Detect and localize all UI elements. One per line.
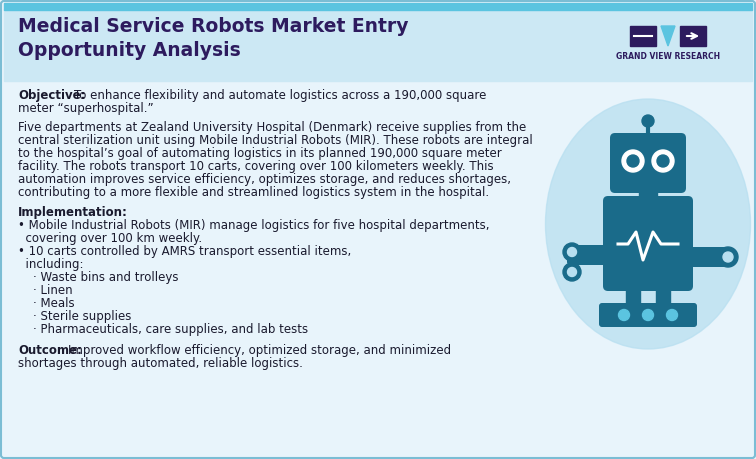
Text: including:: including: — [18, 258, 83, 271]
Text: Outcome:: Outcome: — [18, 344, 82, 357]
Text: contributing to a more flexible and streamlined logistics system in the hospital: contributing to a more flexible and stre… — [18, 186, 489, 199]
Text: · Sterile supplies: · Sterile supplies — [18, 310, 132, 323]
Text: Medical Service Robots Market Entry: Medical Service Robots Market Entry — [18, 17, 408, 35]
Bar — [680, 26, 706, 46]
Circle shape — [622, 150, 644, 172]
Circle shape — [667, 309, 677, 320]
Text: Opportunity Analysis: Opportunity Analysis — [18, 41, 240, 61]
FancyBboxPatch shape — [603, 196, 693, 291]
FancyBboxPatch shape — [567, 245, 607, 265]
Text: Improved workflow efficiency, optimized storage, and minimized: Improved workflow efficiency, optimized … — [68, 344, 451, 357]
Circle shape — [618, 309, 630, 320]
Text: · Waste bins and trolleys: · Waste bins and trolleys — [18, 271, 178, 284]
Text: meter “superhospital.”: meter “superhospital.” — [18, 102, 153, 115]
Circle shape — [652, 150, 674, 172]
Circle shape — [627, 155, 639, 167]
Text: GRAND VIEW RESEARCH: GRAND VIEW RESEARCH — [616, 52, 720, 61]
Bar — [630, 26, 656, 46]
Text: shortages through automated, reliable logistics.: shortages through automated, reliable lo… — [18, 357, 303, 370]
FancyBboxPatch shape — [599, 303, 697, 327]
Circle shape — [563, 263, 581, 281]
Text: Five departments at Zealand University Hospital (Denmark) receive supplies from : Five departments at Zealand University H… — [18, 121, 526, 134]
Text: central sterilization unit using Mobile Industrial Robots (MIR). These robots ar: central sterilization unit using Mobile … — [18, 134, 533, 147]
Polygon shape — [661, 26, 675, 46]
Text: Objective:: Objective: — [18, 89, 85, 102]
Circle shape — [568, 268, 577, 276]
Circle shape — [718, 247, 738, 267]
Bar — [4, 9, 752, 81]
FancyBboxPatch shape — [685, 247, 727, 267]
Bar — [656, 283, 670, 309]
Text: • Mobile Industrial Robots (MIR) manage logistics for five hospital departments,: • Mobile Industrial Robots (MIR) manage … — [18, 219, 489, 232]
Circle shape — [563, 243, 581, 261]
Text: automation improves service efficiency, optimizes storage, and reduces shortages: automation improves service efficiency, … — [18, 173, 511, 186]
Bar — [4, 3, 752, 10]
Text: • 10 carts controlled by AMRS transport essential items,: • 10 carts controlled by AMRS transport … — [18, 245, 352, 258]
Text: To enhance flexibility and automate logistics across a 190,000 square: To enhance flexibility and automate logi… — [74, 89, 486, 102]
Text: · Linen: · Linen — [18, 284, 73, 297]
Text: to the hospital’s goal of automating logistics in its planned 190,000 square met: to the hospital’s goal of automating log… — [18, 147, 502, 160]
Circle shape — [642, 115, 654, 127]
Bar — [639, 188, 657, 200]
Bar — [626, 283, 640, 309]
Circle shape — [657, 155, 669, 167]
Text: · Meals: · Meals — [18, 297, 75, 310]
Ellipse shape — [546, 99, 751, 349]
FancyBboxPatch shape — [610, 133, 686, 193]
Circle shape — [723, 252, 733, 262]
Circle shape — [568, 247, 577, 257]
Text: facility. The robots transport 10 carts, covering over 100 kilometers weekly. Th: facility. The robots transport 10 carts,… — [18, 160, 494, 173]
Text: · Pharmaceuticals, care supplies, and lab tests: · Pharmaceuticals, care supplies, and la… — [18, 323, 308, 336]
Circle shape — [643, 309, 653, 320]
Text: covering over 100 km weekly.: covering over 100 km weekly. — [18, 232, 202, 245]
Text: Implementation:: Implementation: — [18, 206, 128, 219]
